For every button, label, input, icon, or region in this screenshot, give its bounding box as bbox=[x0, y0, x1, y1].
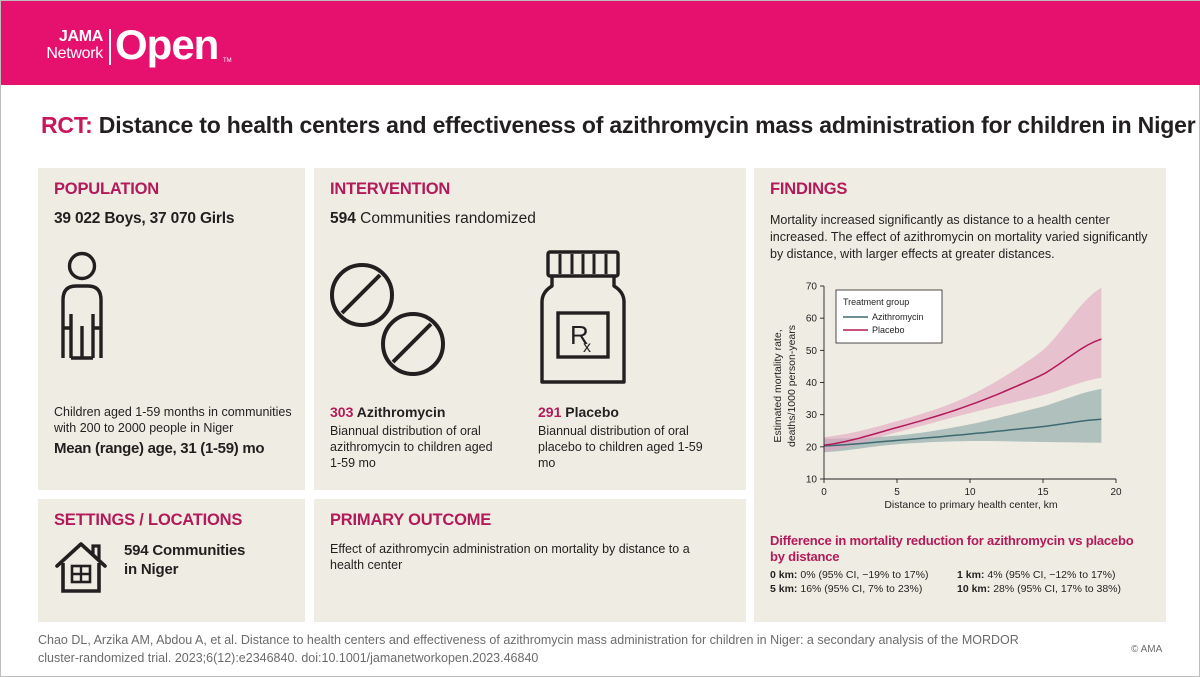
placebo-count: 291 bbox=[538, 404, 562, 420]
azithromycin-description: Biannual distribution of oral azithromyc… bbox=[330, 424, 493, 470]
difference-0km-label: 0 km: bbox=[770, 569, 798, 581]
person-icon bbox=[61, 251, 103, 360]
chart-legend-title: Treatment group bbox=[843, 297, 909, 307]
chart-y-tick-label-40: 40 bbox=[806, 378, 818, 389]
logo-network-text: Network bbox=[46, 45, 103, 62]
intervention-panel: INTERVENTION 594 Communities randomized … bbox=[314, 168, 746, 490]
chart-x-axis-label: Distance to primary health center, km bbox=[884, 499, 1058, 511]
intervention-heading: INTERVENTION bbox=[330, 180, 451, 198]
page-title: RCT: Distance to health centers and effe… bbox=[41, 112, 1196, 139]
copyright: © AMA bbox=[1131, 644, 1163, 655]
difference-row-1km: 1 km: 4% (95% CI, −12% to 17%) bbox=[957, 569, 1115, 581]
findings-description: Mortality increased significantly as dis… bbox=[770, 213, 1148, 261]
chart-x-tick-label-5: 5 bbox=[894, 487, 900, 498]
placebo-description: Biannual distribution of oral placebo to… bbox=[538, 424, 703, 470]
logo-jama-text: JAMA bbox=[58, 28, 103, 45]
difference-1km-value: 4% (95% CI, −12% to 17%) bbox=[984, 569, 1116, 581]
population-panel: POPULATION 39 022 Boys, 37 070 Girls Chi… bbox=[38, 168, 305, 490]
chart-y-tick-label-30: 30 bbox=[806, 410, 818, 421]
findings-heading: FINDINGS bbox=[770, 180, 848, 198]
svg-text:R: R bbox=[570, 320, 589, 350]
chart-x-tick-label-0: 0 bbox=[821, 487, 827, 498]
difference-10km-value: 28% (95% CI, 17% to 38%) bbox=[990, 583, 1122, 595]
chart-x-tick-label-15: 15 bbox=[1037, 487, 1049, 498]
chart-x-tick-label-20: 20 bbox=[1110, 487, 1122, 498]
chart-y-tick-label-60: 60 bbox=[806, 314, 818, 325]
chart-y-axis-label-line2: deaths/1000 person-years bbox=[786, 325, 798, 447]
logo-trademark: TM bbox=[223, 58, 232, 64]
chart-legend-azithromycin: Azithromycin bbox=[872, 312, 924, 322]
difference-5km-label: 5 km: bbox=[770, 583, 798, 595]
azithromycin-count: 303 bbox=[330, 404, 354, 420]
chart-y-tick-label-70: 70 bbox=[806, 282, 818, 293]
findings-panel: FINDINGS Mortality increased significant… bbox=[754, 168, 1166, 622]
chart-line-azithromycin bbox=[823, 418, 1102, 447]
placebo-group-label: 291 Placebo bbox=[538, 404, 619, 420]
title-text: Distance to health centers and effective… bbox=[98, 112, 1196, 138]
azithromycin-label: Azithromycin bbox=[353, 404, 446, 420]
intervention-count-text: Communities randomized bbox=[355, 210, 536, 227]
chart-legend-placebo: Placebo bbox=[872, 325, 905, 335]
settings-text: 594 Communities in Niger bbox=[124, 541, 245, 579]
difference-5km-value: 16% (95% CI, 7% to 23%) bbox=[797, 583, 923, 595]
logo-divider bbox=[109, 29, 111, 65]
svg-text:x: x bbox=[583, 339, 591, 356]
placebo-label: Placebo bbox=[561, 404, 619, 420]
outcome-panel: PRIMARY OUTCOME Effect of azithromycin a… bbox=[314, 499, 746, 622]
chart-line-placebo bbox=[823, 338, 1102, 446]
mortality-chart: 0 5 10 15 20 10 20 30 40 50 60 70 Treatment group A… bbox=[772, 282, 1122, 512]
pills-icon bbox=[330, 263, 445, 376]
settings-heading: SETTINGS / LOCATIONS bbox=[54, 511, 243, 529]
settings-line2: in Niger bbox=[124, 561, 179, 578]
settings-line1: 594 Communities bbox=[124, 542, 246, 559]
intervention-count: 594 Communities randomized bbox=[330, 210, 536, 228]
difference-1km-label: 1 km: bbox=[957, 569, 985, 581]
chart-y-tick-label-20: 20 bbox=[806, 442, 818, 453]
intervention-count-number: 594 bbox=[330, 210, 356, 227]
difference-row-5km: 5 km: 16% (95% CI, 7% to 23%) bbox=[770, 583, 922, 595]
chart-ci-band-placebo bbox=[824, 287, 1102, 452]
difference-row-0km: 0 km: 0% (95% CI, −19% to 17%) bbox=[770, 569, 928, 581]
title-prefix: RCT: bbox=[41, 112, 93, 138]
chart-ci-band-azithromycin bbox=[824, 388, 1102, 453]
settings-panel: SETTINGS / LOCATIONS 594 Communities in … bbox=[38, 499, 305, 622]
chart-y-tick-label-10: 10 bbox=[806, 475, 818, 486]
difference-10km-label: 10 km: bbox=[957, 583, 991, 595]
population-heading: POPULATION bbox=[54, 180, 159, 198]
chart-y-axis-label-line1: Estimated mortality rate, bbox=[772, 329, 784, 442]
outcome-text: Effect of azithromycin administration on… bbox=[330, 542, 690, 572]
population-count: 39 022 Boys, 37 070 Girls bbox=[54, 210, 235, 227]
logo-open-text: Open bbox=[115, 21, 219, 68]
population-description: Children aged 1-59 months in communities… bbox=[54, 405, 292, 435]
citation: Chao DL, Arzika AM, Abdou A, et al. Dist… bbox=[38, 633, 1019, 665]
population-age: Mean (range) age, 31 (1-59) mo bbox=[54, 440, 265, 457]
outcome-heading: PRIMARY OUTCOME bbox=[330, 511, 492, 529]
chart-x-tick-label-10: 10 bbox=[964, 487, 976, 498]
prescription-bottle-icon: R x bbox=[540, 250, 626, 384]
house-icon bbox=[55, 542, 107, 593]
difference-title: Difference in mortality reduction for az… bbox=[770, 533, 1134, 564]
azithromycin-group-label: 303 Azithromycin bbox=[330, 404, 445, 420]
difference-0km-value: 0% (95% CI, −19% to 17%) bbox=[797, 569, 929, 581]
difference-row-10km: 10 km: 28% (95% CI, 17% to 38%) bbox=[957, 583, 1121, 595]
brand-header: JAMA Network Open TM bbox=[1, 1, 1200, 85]
chart-y-tick-label-50: 50 bbox=[806, 346, 818, 357]
